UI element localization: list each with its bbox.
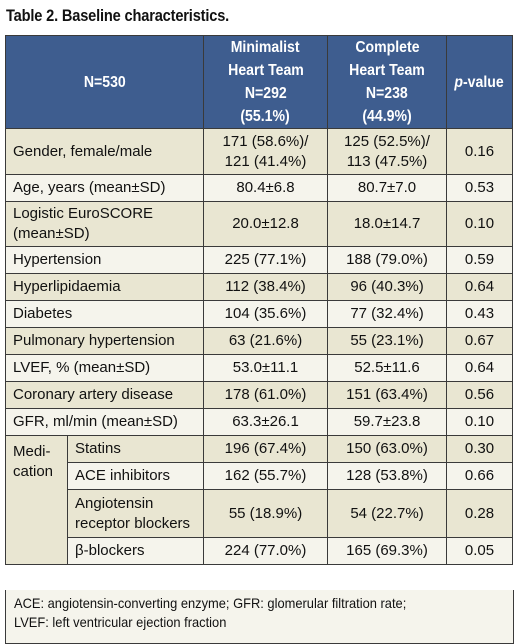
medication-group-label: Medi-cation [5,435,68,565]
row-label: LVEF, % (mean±SD) [5,354,204,382]
baseline-characteristics-table: N=530 Minimalist Heart Team N=292 (55.1%… [5,35,513,565]
table-row: Hyperlipidaemia 112 (38.4%) 96 (40.3%) 0… [5,273,513,301]
minimalist-value: 225 (77.1%) [203,246,328,274]
row-label: Hypertension [5,246,204,274]
table-footnote: ACE: angiotensin-converting enzyme; GFR:… [5,590,514,644]
row-label: Gender, female/male [5,128,204,175]
complete-value: 125 (52.5%)/113 (47.5%) [327,128,447,175]
p-value: 0.59 [446,246,513,274]
row-label: β-blockers [67,537,204,565]
table-row: ACE inhibitors 162 (55.7%) 128 (53.8%) 0… [6,462,513,490]
p-value: 0.66 [446,462,513,490]
minimalist-value: 178 (61.0%) [203,381,328,409]
row-label: Hyperlipidaemia [5,273,204,301]
minimalist-value: 196 (67.4%) [203,435,328,463]
baseline-table-container: N=530 Minimalist Heart Team N=292 (55.1%… [5,35,513,565]
p-value: 0.10 [446,201,513,247]
p-value: 0.43 [446,300,513,328]
row-label: GFR, ml/min (mean±SD) [5,408,204,436]
table-row: Angiotensin receptor blockers 55 (18.9%) … [6,489,513,538]
minimalist-value: 224 (77.0%) [203,537,328,565]
row-label: Statins [67,435,204,463]
complete-value: 18.0±14.7 [327,201,447,247]
table-row: LVEF, % (mean±SD) 53.0±11.1 52.5±11.6 0.… [5,354,513,382]
complete-value: 77 (32.4%) [327,300,447,328]
table-row: Age, years (mean±SD) 80.4±6.8 80.7±7.0 0… [5,174,513,202]
header-minimalist: Minimalist Heart Team N=292 (55.1%) [203,35,328,129]
table-title: Table 2. Baseline characteristics. [6,6,230,25]
footnote-line: ACE: angiotensin-converting enzyme; GFR:… [14,595,407,611]
row-label: Age, years (mean±SD) [5,174,204,202]
table-row: Gender, female/male 171 (58.6%)/121 (41.… [5,128,513,175]
minimalist-value: 104 (35.6%) [203,300,328,328]
minimalist-value: 53.0±11.1 [203,354,328,382]
p-value: 0.10 [446,408,513,436]
p-value: 0.16 [446,128,513,175]
p-value: 0.53 [446,174,513,202]
table-row: GFR, ml/min (mean±SD) 63.3±26.1 59.7±23.… [5,408,513,436]
header-complete: Complete Heart Team N=238 (44.9%) [327,35,447,129]
p-value: 0.28 [446,489,513,538]
header-n-total: N=530 [5,35,204,129]
minimalist-value: 20.0±12.8 [203,201,328,247]
minimalist-value: 112 (38.4%) [203,273,328,301]
complete-value: 52.5±11.6 [327,354,447,382]
complete-value: 96 (40.3%) [327,273,447,301]
minimalist-value: 171 (58.6%)/121 (41.4%) [203,128,328,175]
minimalist-value: 162 (55.7%) [203,462,328,490]
header-pvalue: p-value [446,35,513,129]
complete-value: 54 (22.7%) [327,489,447,538]
row-label: Diabetes [5,300,204,328]
table-row: Pulmonary hypertension 63 (21.6%) 55 (23… [5,327,513,355]
minimalist-value: 80.4±6.8 [203,174,328,202]
complete-value: 128 (53.8%) [327,462,447,490]
table-row: Coronary artery disease 178 (61.0%) 151 … [5,381,513,409]
minimalist-value: 63 (21.6%) [203,327,328,355]
table-row: Hypertension 225 (77.1%) 188 (79.0%) 0.5… [5,246,513,274]
complete-value: 150 (63.0%) [327,435,447,463]
p-value: 0.56 [446,381,513,409]
minimalist-value: 55 (18.9%) [203,489,328,538]
row-label: ACE inhibitors [67,462,204,490]
table-row: Logistic EuroSCORE (mean±SD) 20.0±12.8 18… [5,201,513,247]
complete-value: 55 (23.1%) [327,327,447,355]
row-label: Coronary artery disease [5,381,204,409]
p-value: 0.05 [446,537,513,565]
complete-value: 80.7±7.0 [327,174,447,202]
complete-value: 59.7±23.8 [327,408,447,436]
row-label: Logistic EuroSCORE (mean±SD) [5,201,204,247]
p-value: 0.30 [446,435,513,463]
table-row: Medi-cation Statins 196 (67.4%) 150 (63.… [5,435,513,565]
table-row: β-blockers 224 (77.0%) 165 (69.3%) 0.05 [6,537,513,565]
table-row: Diabetes 104 (35.6%) 77 (32.4%) 0.43 [5,300,513,328]
complete-value: 165 (69.3%) [327,537,447,565]
p-value: 0.64 [446,354,513,382]
p-value: 0.64 [446,273,513,301]
row-label: Pulmonary hypertension [5,327,204,355]
p-value: 0.67 [446,327,513,355]
table-header-row: N=530 Minimalist Heart Team N=292 (55.1%… [5,35,513,129]
footnote-line: LVEF: left ventricular ejection fraction [14,614,227,630]
row-label: Angiotensin receptor blockers [67,489,204,538]
complete-value: 151 (63.4%) [327,381,447,409]
minimalist-value: 63.3±26.1 [203,408,328,436]
complete-value: 188 (79.0%) [327,246,447,274]
